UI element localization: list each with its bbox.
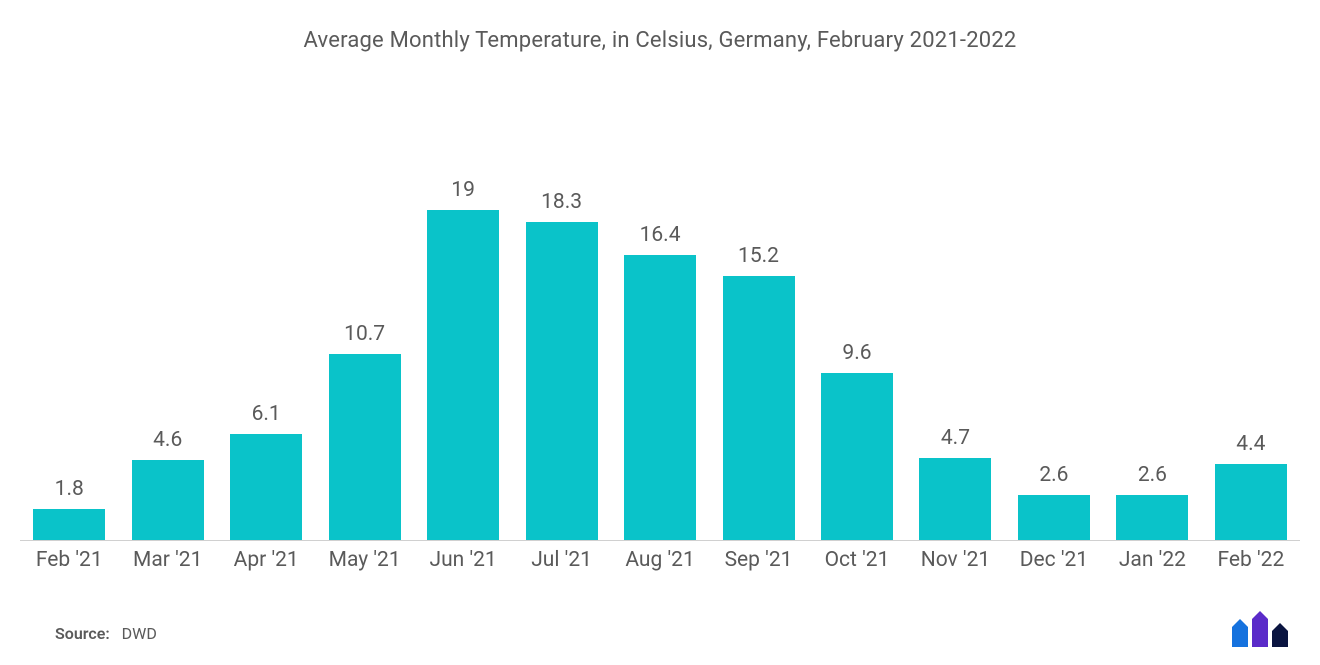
bar [821, 373, 893, 540]
logo-bar-3 [1272, 623, 1288, 647]
bar-value-label: 2.6 [1138, 463, 1167, 487]
bar-value-label: 4.4 [1236, 432, 1265, 456]
bar-value-label: 15.2 [738, 244, 779, 268]
chart-plot-area: 1.8 4.6 6.1 10.7 19 18.3 16.4 15.2 9.6 4.7 2.6 2.6 4… [20, 120, 1300, 540]
bar [1116, 495, 1188, 540]
bar-value-label: 10.7 [344, 322, 385, 346]
x-axis-label: Dec '21 [1005, 548, 1103, 572]
bar [723, 276, 795, 540]
x-axis-label: Mar '21 [118, 548, 216, 572]
bar-group: 4.7 [906, 120, 1004, 540]
bar [329, 354, 401, 540]
bar-value-label: 4.7 [941, 426, 970, 450]
bar-group: 2.6 [1005, 120, 1103, 540]
bar-group: 2.6 [1103, 120, 1201, 540]
bar [427, 210, 499, 540]
bar-group: 6.1 [217, 120, 315, 540]
bar-group: 9.6 [808, 120, 906, 540]
x-axis-label: Jun '21 [414, 548, 512, 572]
bar [624, 255, 696, 540]
bar-group: 16.4 [611, 120, 709, 540]
bar [1215, 464, 1287, 540]
bar-value-label: 4.6 [153, 428, 182, 452]
bar-value-label: 1.8 [55, 477, 84, 501]
bar [919, 458, 991, 540]
bar-value-label: 18.3 [541, 190, 582, 214]
x-axis-label: May '21 [315, 548, 413, 572]
x-axis-label: Nov '21 [906, 548, 1004, 572]
bar-value-label: 16.4 [640, 223, 681, 247]
x-axis-label: Feb '21 [20, 548, 118, 572]
brand-logo [1232, 609, 1290, 647]
bar [230, 434, 302, 540]
chart-x-axis: Feb '21Mar '21Apr '21May '21Jun '21Jul '… [20, 548, 1300, 572]
chart-title: Average Monthly Temperature, in Celsius,… [0, 0, 1320, 53]
bar-group: 18.3 [512, 120, 610, 540]
source-value: DWD [122, 624, 157, 643]
bar [132, 460, 204, 540]
x-axis-label: Feb '22 [1202, 548, 1300, 572]
bar-value-label: 6.1 [252, 402, 281, 426]
bar [33, 509, 105, 540]
bar-value-label: 9.6 [842, 341, 871, 365]
bar [1018, 495, 1090, 540]
bar-group: 4.6 [118, 120, 216, 540]
source-label: Source: [55, 624, 110, 643]
x-axis-label: Jan '22 [1103, 548, 1201, 572]
bar-group: 1.8 [20, 120, 118, 540]
bar [526, 222, 598, 540]
logo-bar-2 [1252, 611, 1268, 647]
bar-group: 4.4 [1202, 120, 1300, 540]
bar-group: 15.2 [709, 120, 807, 540]
bar-group: 19 [414, 120, 512, 540]
bar-value-label: 2.6 [1039, 463, 1068, 487]
logo-bar-1 [1232, 619, 1248, 647]
x-axis-label: Apr '21 [217, 548, 315, 572]
source-line: Source: DWD [55, 624, 157, 643]
bar-value-label: 19 [451, 178, 475, 202]
bar-group: 10.7 [315, 120, 413, 540]
x-axis-label: Aug '21 [611, 548, 709, 572]
x-axis-label: Oct '21 [808, 548, 906, 572]
chart-baseline [20, 540, 1300, 541]
x-axis-label: Jul '21 [512, 548, 610, 572]
x-axis-label: Sep '21 [709, 548, 807, 572]
